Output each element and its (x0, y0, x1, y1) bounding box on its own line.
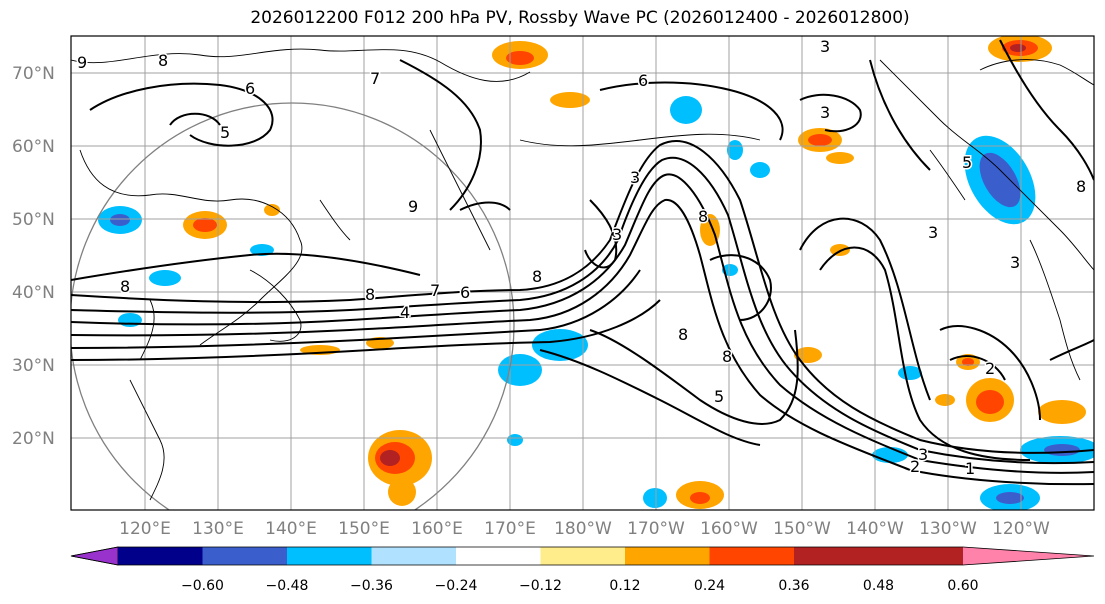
contour-label: 6 (460, 283, 470, 302)
lon-label: 120°W (992, 519, 1050, 539)
colorbar-tick-label: −0.36 (350, 578, 393, 594)
lat-label-40n: 40°N (12, 283, 55, 303)
lon-label: 130°W (919, 519, 977, 539)
contour-label: 7 (430, 281, 440, 300)
contour-label: 5 (220, 123, 230, 142)
pv-contours (71, 39, 1094, 486)
latitude-labels: 70°N 60°N 50°N 40°N 30°N 20°N (12, 64, 55, 449)
lon-label: 170°E (484, 519, 536, 539)
colorbar-tick-label: 0.48 (863, 578, 894, 594)
colorbar-swatch (202, 547, 287, 565)
lat-label-50n: 50°N (12, 210, 55, 230)
colorbar: −0.60 −0.48 −0.36 −0.24 −0.12 0.12 0.24 … (70, 546, 1095, 594)
lon-label: 170°W (627, 519, 685, 539)
colorbar-swatch (371, 547, 456, 565)
lon-label: 150°W (773, 519, 831, 539)
range-circle (71, 102, 515, 510)
colorbar-swatch (287, 547, 372, 565)
colorbar-tick-label: 0.60 (947, 578, 978, 594)
contour-label: 8 (722, 347, 732, 366)
lon-label: 160°E (411, 519, 463, 539)
lon-label: 150°E (338, 519, 390, 539)
contour-label: 4 (400, 303, 410, 322)
contour-label: 2 (985, 359, 995, 378)
contour-label: 9 (77, 53, 87, 72)
coastlines (71, 48, 1094, 501)
lat-label-20n: 20°N (12, 429, 55, 449)
lon-label: 120°E (119, 519, 171, 539)
colorbar-tick-label: −0.24 (435, 578, 478, 594)
colorbar-swatch (540, 547, 625, 565)
contour-label: 3 (612, 225, 622, 244)
lon-label: 140°W (846, 519, 904, 539)
lon-label: 130°E (192, 519, 244, 539)
colorbar-swatch (118, 547, 203, 565)
colorbar-swatch (794, 547, 879, 565)
contour-label: 5 (714, 387, 724, 406)
contour-label: 8 (532, 267, 542, 286)
contour-label: 3 (918, 445, 928, 464)
contour-label: 9 (408, 197, 418, 216)
contour-label: 8 (678, 325, 688, 344)
contour-label: 6 (245, 79, 255, 98)
contour-label: 1 (965, 459, 975, 478)
lat-label-70n: 70°N (12, 64, 55, 84)
contour-label: 3 (820, 37, 830, 56)
colorbar-extend-left (70, 546, 119, 566)
colorbar-extend-right (963, 547, 1094, 565)
colorbar-swatch (625, 547, 710, 565)
contour-label: 7 (370, 69, 380, 88)
contour-labels: 9 8 7 6 6 5 3 8 8 7 6 4 9 3 3 8 8 8 8 5 … (76, 36, 1088, 480)
colorbar-tick-label: 0.12 (609, 578, 640, 594)
colorbar-tick-label: −0.60 (181, 578, 224, 594)
colorbar-swatch (709, 547, 794, 565)
colorbar-swatch (878, 547, 963, 565)
contour-label: 8 (158, 51, 168, 70)
colorbar-tick-label: −0.12 (519, 578, 562, 594)
lon-label: 160°W (700, 519, 758, 539)
map-title: 2026012200 F012 200 hPa PV, Rossby Wave … (250, 8, 910, 28)
contour-label: 6 (638, 71, 648, 90)
map-border (70, 35, 1095, 511)
contour-label: 2 (910, 457, 920, 476)
contour-label: 8 (1076, 177, 1086, 196)
contour-label: 5 (962, 153, 972, 172)
colorbar-tick-label: 0.24 (694, 578, 725, 594)
lon-label: 180°W (554, 519, 612, 539)
colorbar-tick-label: −0.48 (266, 578, 309, 594)
contour-label: 8 (365, 285, 375, 304)
contour-label: 3 (630, 168, 640, 187)
longitude-labels: 120°E 130°E 140°E 150°E 160°E 170°E 180°… (119, 519, 1050, 539)
lon-label: 140°E (265, 519, 317, 539)
contour-label: 3 (928, 223, 938, 242)
contour-label: 8 (698, 207, 708, 226)
lat-label-60n: 60°N (12, 137, 55, 157)
contour-label: 3 (820, 103, 830, 122)
lat-label-30n: 30°N (12, 356, 55, 376)
contour-label: 3 (1010, 253, 1020, 272)
contour-label: 8 (120, 277, 130, 296)
pv-anomaly-fills (98, 36, 1094, 510)
colorbar-swatch (456, 547, 541, 565)
colorbar-tick-label: 0.36 (778, 578, 809, 594)
